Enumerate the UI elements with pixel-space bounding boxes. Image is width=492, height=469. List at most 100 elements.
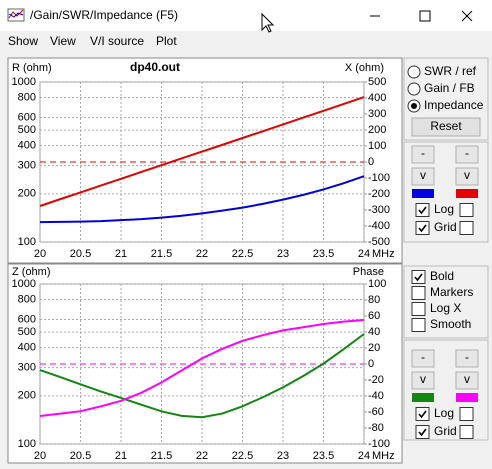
menu-item[interactable]: Plot	[156, 34, 177, 48]
arrow-label: v	[464, 168, 470, 182]
option-label: Markers	[430, 285, 473, 299]
axis-group	[403, 141, 489, 243]
reset-label: Reset	[430, 119, 462, 133]
arrow-label: -	[465, 146, 469, 160]
menu-item[interactable]: View	[50, 34, 76, 48]
y-tick-label: 100	[18, 438, 36, 450]
y-tick-label: 300	[18, 160, 36, 172]
y-tick-label: 1000	[12, 76, 36, 88]
y2-tick-label: 0	[368, 156, 374, 168]
axis2-checkbox[interactable]	[459, 407, 474, 421]
option-label: Smooth	[430, 317, 471, 331]
x-tick-label: 23.5	[313, 450, 334, 462]
option-checkbox[interactable]	[411, 286, 426, 300]
arrow-button[interactable]	[411, 167, 435, 186]
y-tick-label: 600	[18, 313, 36, 325]
arrow-label: -	[421, 350, 425, 364]
radio-label: Gain / FB	[424, 81, 475, 95]
y-tick-label: 200	[18, 390, 36, 402]
option-checkbox[interactable]	[411, 270, 426, 284]
color-swatch[interactable]	[456, 189, 478, 198]
y2-tick-label: 20	[368, 342, 380, 354]
axis2-checkbox[interactable]	[459, 221, 474, 235]
x-tick-label: 23	[277, 450, 289, 462]
x-tick-label: 20.5	[70, 248, 91, 260]
arrow-button[interactable]	[411, 145, 435, 164]
y2-tick-label: 40	[368, 326, 380, 338]
x-tick-label: 21	[115, 450, 127, 462]
y2-tick-label: 60	[368, 310, 380, 322]
maximize-button[interactable]	[419, 10, 431, 22]
axis2-checkbox[interactable]	[459, 425, 474, 439]
x-tick-label: 21	[115, 248, 127, 260]
app-icon	[7, 8, 25, 22]
x-tick-label: 20	[34, 450, 46, 462]
arrow-label: v	[420, 168, 426, 182]
y2-axis-label: X (ohm)	[345, 62, 384, 74]
axis2-checkbox[interactable]	[459, 203, 474, 217]
axis-checkbox[interactable]	[415, 221, 430, 235]
cursor	[261, 12, 275, 33]
x-tick-label: 22.5	[232, 248, 253, 260]
y2-tick-label: -80	[368, 422, 384, 434]
option-checkbox[interactable]	[411, 302, 426, 316]
close-button[interactable]	[461, 10, 473, 22]
y-axis-label: R (ohm)	[12, 62, 52, 74]
y2-tick-label: 400	[368, 92, 386, 104]
x-tick-label: 24	[358, 248, 370, 260]
x-axis-label: MHz	[372, 450, 395, 462]
y-tick-label: 600	[18, 111, 36, 123]
check-mark	[418, 224, 427, 233]
axis-checkbox[interactable]	[415, 407, 430, 421]
y2-axis-label: Phase	[353, 266, 384, 278]
data-line	[39, 175, 365, 224]
y2-tick-label: -500	[368, 236, 390, 248]
option-checkbox[interactable]	[411, 318, 426, 332]
arrow-button[interactable]	[455, 371, 479, 390]
arrow-button[interactable]	[455, 349, 479, 368]
x-tick-label: 21.5	[151, 450, 172, 462]
arrow-button[interactable]	[411, 371, 435, 390]
check-mark	[418, 428, 427, 437]
y2-tick-label: 500	[368, 76, 386, 88]
radio-dot	[411, 103, 417, 109]
y-axis-label: Z (ohm)	[12, 266, 51, 278]
arrow-button[interactable]	[455, 145, 479, 164]
axis-checkbox[interactable]	[415, 203, 430, 217]
check-label: Grid	[434, 424, 457, 438]
y2-tick-label: 300	[368, 108, 386, 120]
reset-button[interactable]	[411, 117, 481, 137]
arrow-button[interactable]	[411, 349, 435, 368]
arrow-label: -	[421, 146, 425, 160]
y-tick-label: 500	[18, 326, 36, 338]
menu-item[interactable]: Show	[8, 34, 38, 48]
check-label: Grid	[434, 220, 457, 234]
check-mark	[418, 206, 427, 215]
y-tick-label: 300	[18, 362, 36, 374]
check-mark	[414, 273, 423, 282]
check-mark	[418, 410, 427, 419]
y-tick-label: 200	[18, 188, 36, 200]
color-swatch[interactable]	[412, 393, 434, 402]
color-swatch[interactable]	[412, 189, 434, 198]
y-tick-label: 100	[18, 236, 36, 248]
chart-title: dp40.out	[130, 60, 180, 74]
radio-button[interactable]	[407, 82, 421, 96]
y-tick-label: 400	[18, 342, 36, 354]
window-title: /Gain/SWR/Impedance (F5)	[30, 8, 178, 22]
y-tick-label: 400	[18, 140, 36, 152]
y2-tick-label: -400	[368, 220, 390, 232]
color-swatch[interactable]	[456, 393, 478, 402]
radio-button[interactable]	[407, 65, 421, 79]
arrow-button[interactable]	[455, 167, 479, 186]
axis-checkbox[interactable]	[415, 425, 430, 439]
y2-tick-label: -40	[368, 390, 384, 402]
x-tick-label: 23	[277, 248, 289, 260]
x-tick-label: 23.5	[313, 248, 334, 260]
y2-tick-label: 100	[368, 278, 386, 290]
arrow-label: v	[464, 372, 470, 386]
y2-tick-label: 200	[368, 124, 386, 136]
menu-item[interactable]: V/I source	[90, 34, 144, 48]
x-tick-label: 22	[196, 248, 208, 260]
